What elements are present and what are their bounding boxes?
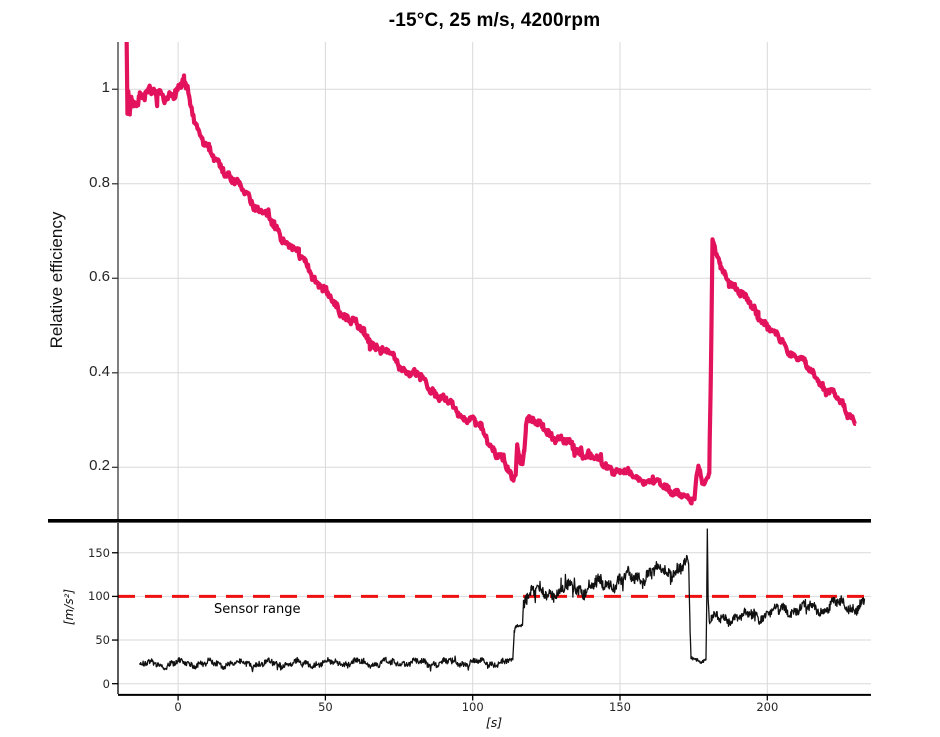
x-axis-label: [s]	[485, 715, 503, 730]
chart-title: -15°C, 25 m/s, 4200rpm	[388, 10, 601, 31]
bottom-xtick-label: 0	[174, 700, 182, 714]
bottom-xtick-label: 200	[756, 700, 779, 714]
bottom-xtick-label: 150	[609, 700, 631, 714]
top-ytick-label: 1	[101, 79, 110, 97]
sensor-range-annotation: Sensor range	[214, 602, 301, 617]
top-ytick-label: 0.8	[89, 173, 110, 191]
bottom-ytick-label: 150	[88, 545, 110, 560]
top-ytick-label: 0.4	[89, 362, 110, 380]
acceleration-curve	[139, 528, 866, 673]
bottom-ytick-label: 100	[88, 589, 110, 604]
bottom-xtick-label: 50	[318, 700, 333, 714]
bottom-ytick-label: 50	[95, 633, 110, 648]
top-ytick-label: 0.6	[89, 268, 110, 286]
relative-efficiency-curve	[124, 42, 857, 506]
vibration-panel	[112, 523, 871, 701]
bottom-ytick-label: 0	[102, 676, 110, 691]
top-ytick-label: 0.2	[89, 457, 110, 475]
relative-efficiency-panel	[112, 42, 871, 520]
bottom-xtick-label: 100	[461, 700, 484, 714]
